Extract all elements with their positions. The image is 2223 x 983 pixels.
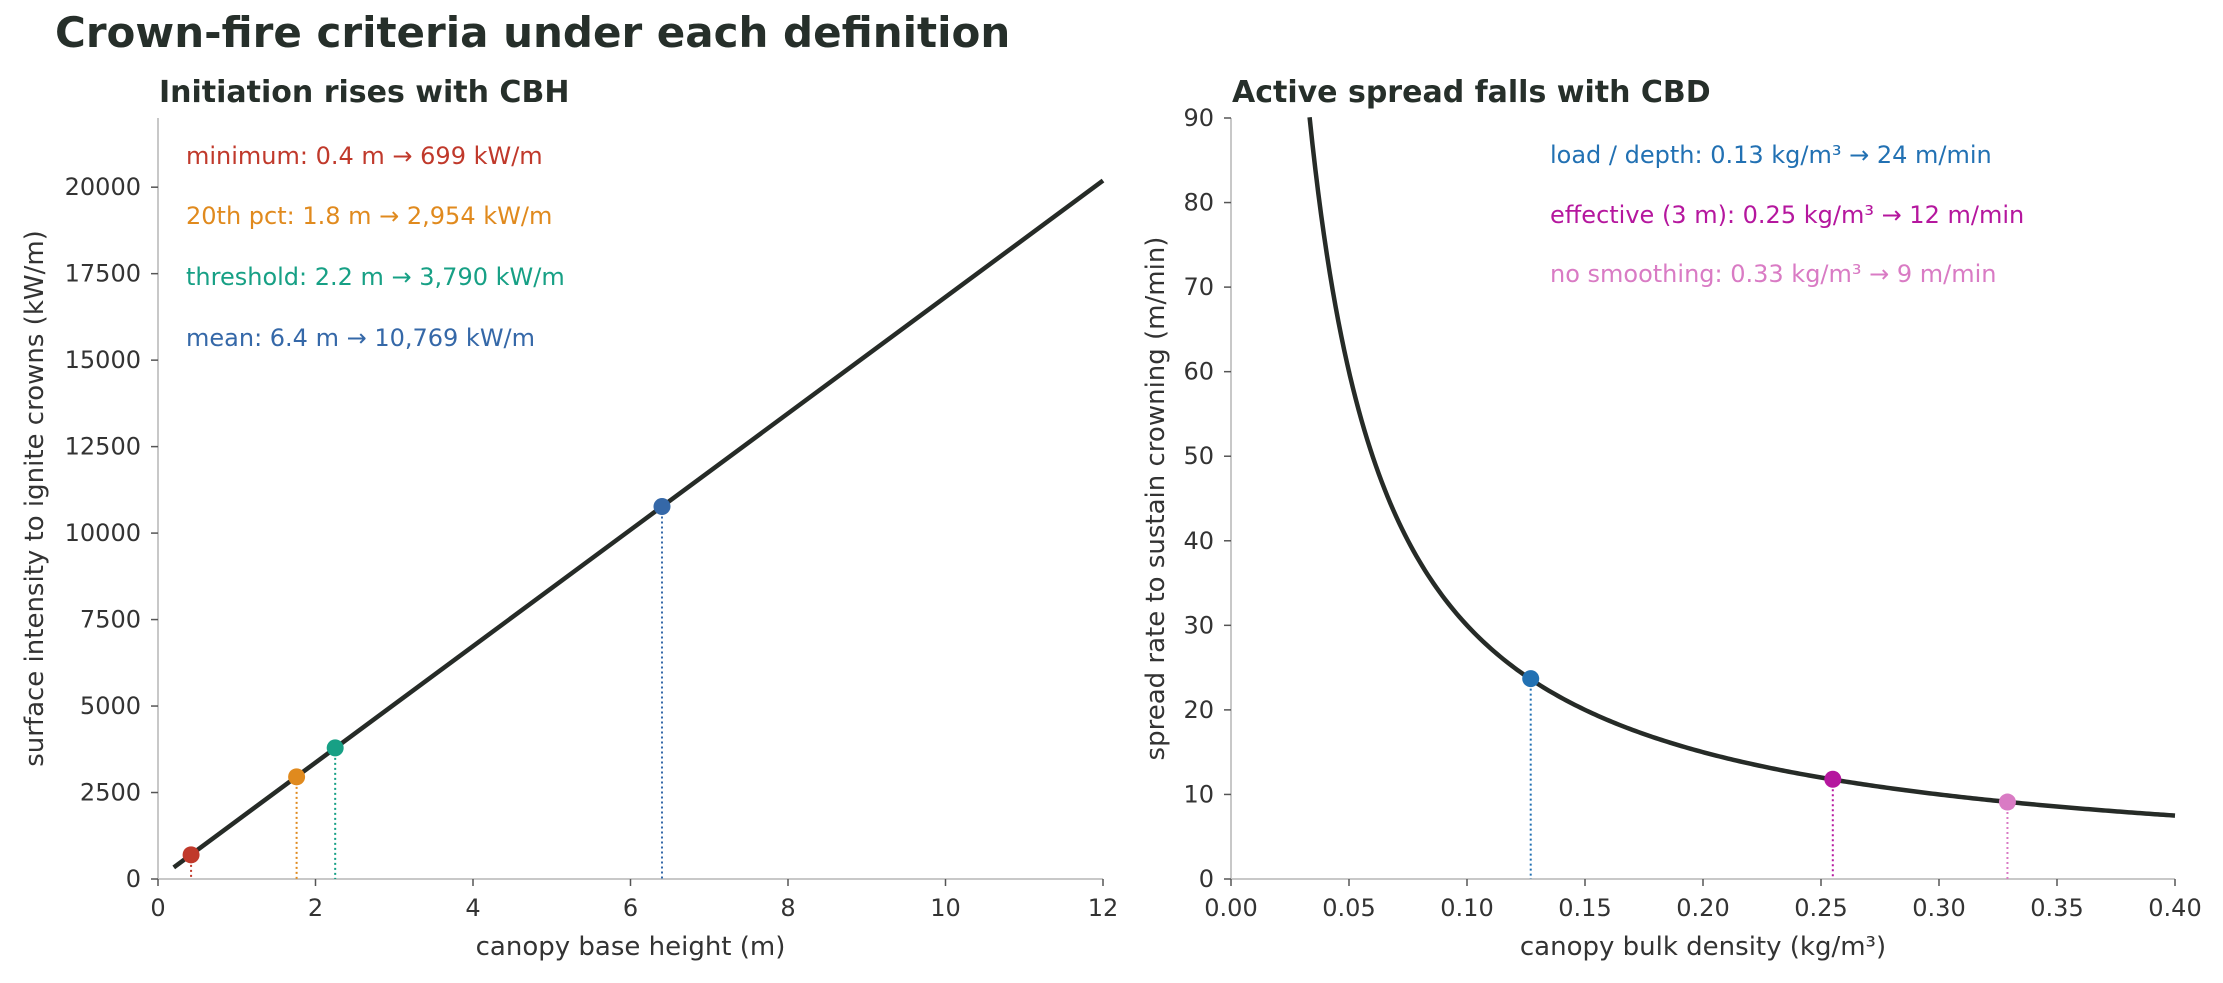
y-tick-label: 40 <box>1183 527 1214 555</box>
panel-title: Active spread falls with CBD <box>1232 75 1711 110</box>
y-axis-label: surface intensity to ignite crowns (kW/m… <box>20 230 50 767</box>
y-tick-label: 0 <box>126 865 141 893</box>
x-tick-label: 12 <box>1088 894 1119 922</box>
chart-initiation-panel: Initiation rises with CBH 0 2 4 6 8 10 12 0 2500 5… <box>20 75 1118 962</box>
x-tick-label: 8 <box>780 894 795 922</box>
x-tick-label: 0.20 <box>1676 894 1729 922</box>
figure-title: Crown-fire criteria under each definitio… <box>55 8 1011 57</box>
annotation-label: mean: 6.4 m → 10,769 kW/m <box>186 324 535 352</box>
y-tick-label: 50 <box>1183 442 1214 470</box>
y-tick-label: 70 <box>1183 273 1214 301</box>
x-tick-label: 10 <box>930 894 961 922</box>
annotation-label: 20th pct: 1.8 m → 2,954 kW/m <box>186 202 552 230</box>
y-tick-label: 17500 <box>65 260 141 288</box>
data-point-marker <box>182 846 200 864</box>
chart-spread-panel: Active spread falls with CBD 0.00 0.05 0.10… <box>1141 75 2202 962</box>
x-tick-label: 0.00 <box>1204 894 1257 922</box>
y-tick-label: 0 <box>1199 865 1214 893</box>
y-tick-label: 10 <box>1183 780 1214 808</box>
threshold-curve <box>1307 117 2176 818</box>
data-point-marker <box>653 497 671 515</box>
y-tick-label: 2500 <box>80 779 141 807</box>
data-point-marker <box>1522 670 1540 688</box>
x-tick-label: 0.40 <box>2148 894 2201 922</box>
y-tick-label: 30 <box>1183 611 1214 639</box>
data-point-marker <box>326 739 344 757</box>
x-tick-label: 0 <box>150 894 165 922</box>
y-tick-label: 60 <box>1183 358 1214 386</box>
panel-title: Initiation rises with CBH <box>159 75 569 110</box>
annotation-label: no smoothing: 0.33 kg/m³ → 9 m/min <box>1550 260 1997 288</box>
y-tick-label: 20000 <box>65 173 141 201</box>
y-tick-label: 12500 <box>65 433 141 461</box>
data-point-marker <box>1824 770 1842 788</box>
data-point-marker <box>1998 793 2016 811</box>
annotation-label: load / depth: 0.13 kg/m³ → 24 m/min <box>1550 141 1992 169</box>
x-tick-label: 6 <box>623 894 638 922</box>
x-tick-label: 0.25 <box>1794 894 1847 922</box>
y-tick-label: 15000 <box>65 346 141 374</box>
x-tick-label: 0.10 <box>1440 894 1493 922</box>
y-tick-label: 5000 <box>80 692 141 720</box>
data-point-marker <box>288 768 306 786</box>
x-axis-label: canopy base height (m) <box>476 932 786 962</box>
x-tick-label: 4 <box>465 894 480 922</box>
y-tick-label: 90 <box>1183 104 1214 132</box>
annotation-label: effective (3 m): 0.25 kg/m³ → 12 m/min <box>1550 201 2024 229</box>
y-axis-label: spread rate to sustain crowning (m/min) <box>1141 237 1171 761</box>
x-tick-label: 0.30 <box>1912 894 1965 922</box>
annotation-label: minimum: 0.4 m → 699 kW/m <box>186 142 543 170</box>
y-tick-label: 20 <box>1183 696 1214 724</box>
x-tick-label: 2 <box>308 894 323 922</box>
y-tick-label: 7500 <box>80 606 141 634</box>
y-tick-label: 80 <box>1183 189 1214 217</box>
annotation-label: threshold: 2.2 m → 3,790 kW/m <box>186 263 565 291</box>
y-tick-label: 10000 <box>65 519 141 547</box>
x-axis-label: canopy bulk density (kg/m³) <box>1520 932 1886 962</box>
x-tick-label: 0.05 <box>1322 894 1375 922</box>
x-tick-label: 0.15 <box>1558 894 1611 922</box>
x-tick-label: 0.35 <box>2030 894 2083 922</box>
